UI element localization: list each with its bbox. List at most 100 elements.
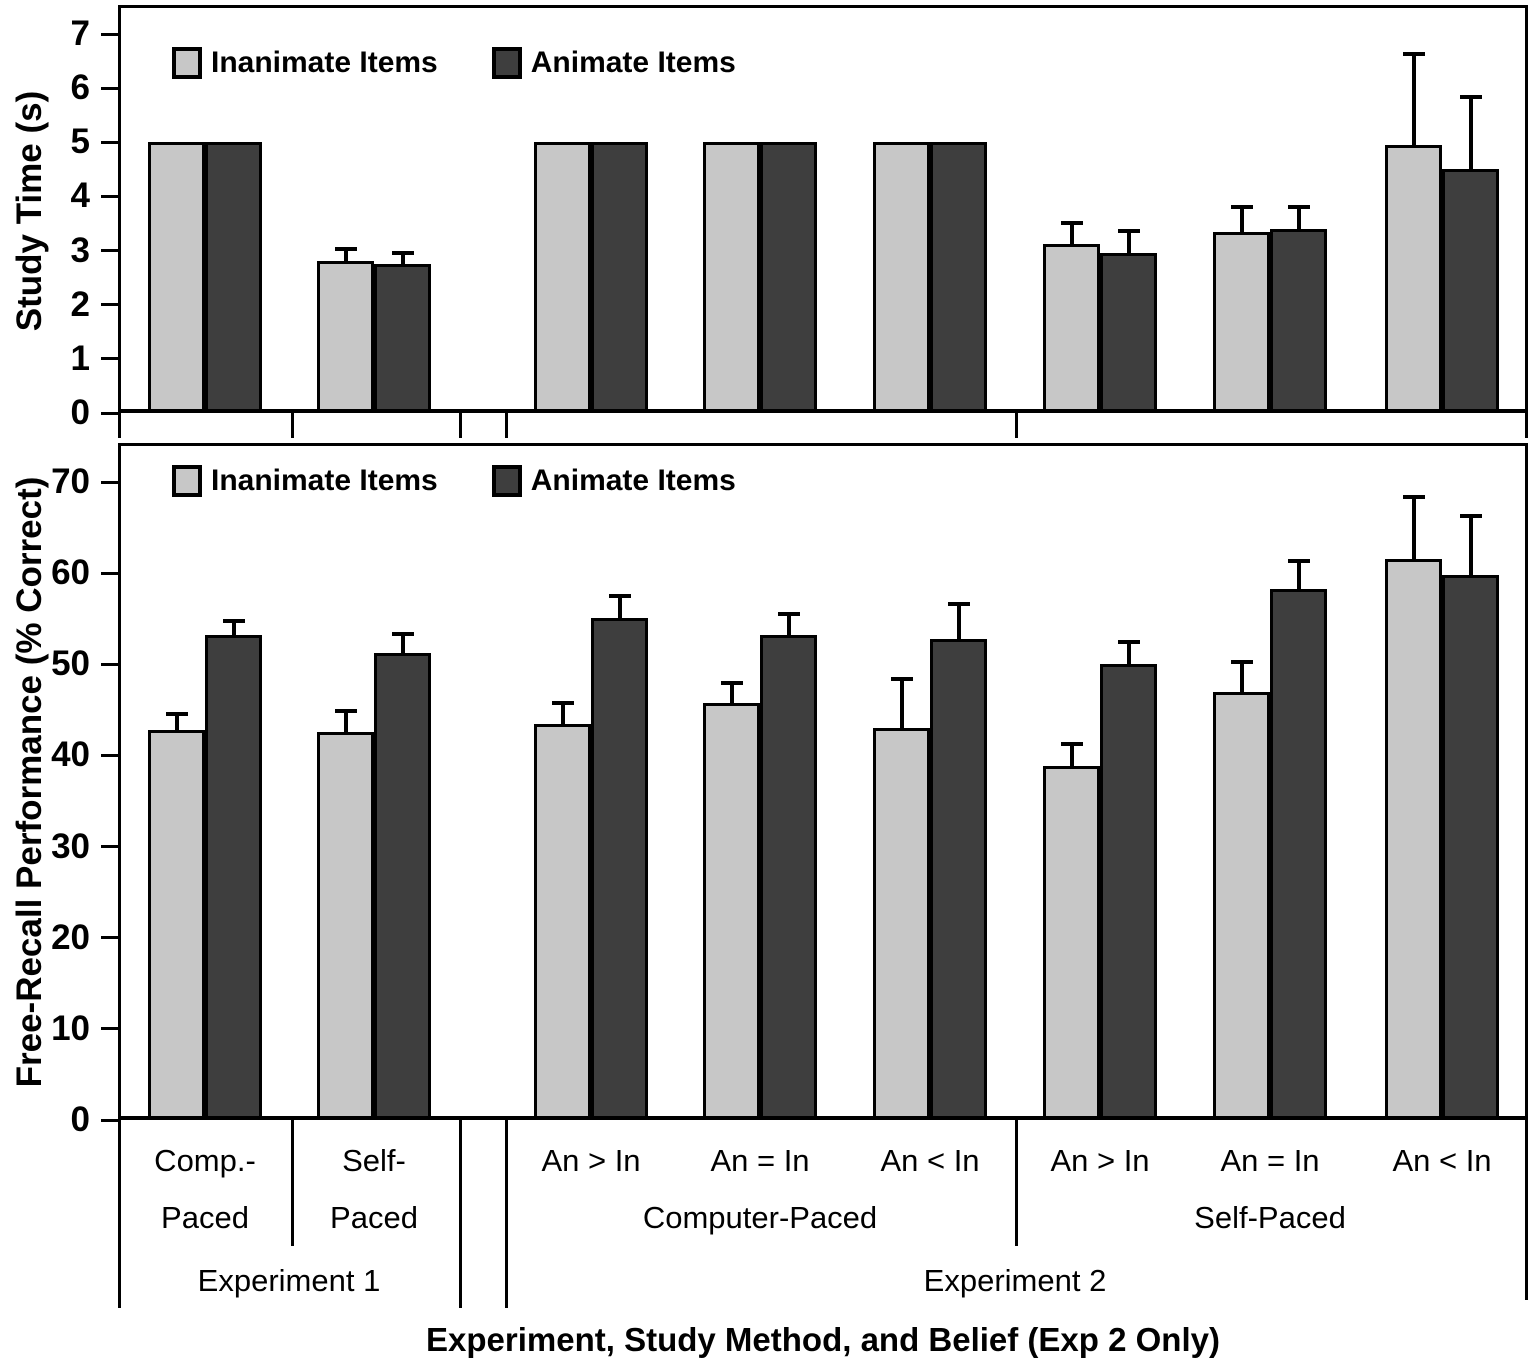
error-bar-free-recall-4-1 [956, 604, 961, 641]
error-bar-cap-study-time-1-1 [391, 250, 414, 255]
bar-inanimate-study-time-5 [1043, 243, 1100, 413]
error-bar-cap-free-recall-6-1 [1287, 559, 1310, 564]
bar-inanimate-free-recall-7 [1385, 559, 1442, 1120]
error-bar-free-recall-1-0 [343, 710, 348, 734]
x-label-experiment-1: Experiment 1 [197, 1263, 381, 1298]
x-label-belief-cp-2: An < In [880, 1143, 980, 1178]
y-tick-label-free-recall-40: 40 [51, 735, 90, 775]
y-tick-study-time-0 [101, 411, 118, 415]
bar-inanimate-study-time-1 [317, 261, 374, 413]
y-tick-free-recall-30 [101, 845, 118, 849]
y-tick-label-study-time-6: 6 [70, 68, 90, 108]
y-tick-label-study-time-2: 2 [70, 284, 90, 324]
error-bar-cap-free-recall-5-1 [1117, 639, 1140, 644]
section-tick [459, 413, 462, 438]
error-bar-study-time-7-0 [1411, 54, 1416, 147]
y-tick-label-study-time-1: 1 [70, 338, 90, 378]
error-bar-free-recall-5-0 [1069, 743, 1074, 769]
error-bar-cap-free-recall-7-0 [1402, 494, 1425, 499]
error-bar-free-recall-7-0 [1411, 496, 1416, 562]
error-bar-cap-free-recall-1-1 [391, 632, 414, 637]
y-tick-free-recall-20 [101, 936, 118, 940]
x-label-belief-sp-1: An = In [1220, 1143, 1320, 1178]
bar-inanimate-study-time-2 [534, 142, 591, 413]
bar-animate-free-recall-1 [374, 653, 431, 1120]
y-tick-free-recall-0 [101, 1118, 118, 1122]
y-tick-study-time-2 [101, 303, 118, 307]
bar-animate-free-recall-7 [1442, 574, 1499, 1120]
error-bar-free-recall-2-1 [617, 595, 622, 620]
y-tick-free-recall-50 [101, 662, 118, 666]
x-label-divider [1015, 1120, 1018, 1246]
x-label-belief-cp-1: An = In [710, 1143, 810, 1178]
bar-inanimate-free-recall-2 [534, 723, 591, 1120]
error-bar-cap-free-recall-3-1 [777, 612, 800, 617]
error-bar-study-time-1-0 [343, 249, 348, 264]
x-label-self-paced-line2: Paced [330, 1200, 418, 1235]
section-tick [505, 413, 508, 438]
bar-animate-free-recall-4 [930, 638, 987, 1120]
y-tick-free-recall-10 [101, 1027, 118, 1031]
x-label-belief-sp-2: An < In [1392, 1143, 1492, 1178]
bar-inanimate-free-recall-6 [1213, 691, 1270, 1120]
error-bar-cap-study-time-6-0 [1230, 205, 1253, 210]
legend-label-animate: Animate Items [530, 46, 736, 79]
error-bar-free-recall-0-1 [231, 621, 236, 638]
legend-label-animate: Animate Items [530, 464, 736, 497]
error-bar-cap-study-time-5-1 [1117, 229, 1140, 234]
bar-animate-study-time-7 [1442, 169, 1499, 413]
error-bar-cap-free-recall-2-1 [608, 593, 631, 598]
y-tick-study-time-1 [101, 357, 118, 361]
error-bar-cap-study-time-1-0 [334, 247, 357, 252]
x-label-method-computer-paced: Computer-Paced [642, 1200, 878, 1235]
bar-inanimate-free-recall-0 [148, 729, 205, 1120]
y-tick-label-free-recall-0: 0 [70, 1100, 90, 1139]
bar-animate-free-recall-5 [1100, 664, 1157, 1120]
legend-bottom-panel: Inanimate Items Animate Items [172, 464, 736, 498]
bar-animate-free-recall-2 [591, 617, 648, 1120]
error-bar-cap-free-recall-7-1 [1459, 513, 1482, 518]
section-tick [291, 413, 294, 438]
section-tick [1525, 413, 1528, 438]
bar-inanimate-free-recall-4 [873, 728, 930, 1120]
error-bar-cap-free-recall-5-0 [1060, 741, 1083, 746]
error-bar-study-time-1-1 [400, 252, 405, 266]
y-tick-study-time-6 [101, 86, 118, 90]
error-bar-cap-study-time-7-1 [1459, 95, 1482, 100]
y-tick-label-study-time-4: 4 [70, 176, 90, 216]
y-tick-study-time-3 [101, 249, 118, 253]
legend-entry-inanimate: Inanimate Items [172, 46, 438, 80]
error-bar-free-recall-2-0 [560, 703, 565, 726]
bar-animate-study-time-1 [374, 263, 431, 413]
y-tick-free-recall-70 [101, 480, 118, 484]
legend-top-panel: Inanimate Items Animate Items [172, 46, 736, 80]
x-label-experiment-2: Experiment 2 [923, 1263, 1107, 1298]
y-tick-label-study-time-0: 0 [70, 393, 90, 432]
error-bar-free-recall-4-0 [899, 678, 904, 731]
x-axis-title: Experiment, Study Method, and Belief (Ex… [426, 1321, 1220, 1358]
y-tick-study-time-7 [101, 32, 118, 36]
bar-inanimate-free-recall-1 [317, 731, 374, 1120]
error-bar-cap-study-time-5-0 [1060, 220, 1083, 225]
error-bar-free-recall-0-0 [174, 714, 179, 732]
error-bar-free-recall-3-1 [786, 614, 791, 638]
error-bar-free-recall-6-1 [1296, 561, 1301, 591]
x-label-self-paced-line1: Self- [342, 1143, 406, 1178]
section-tick [1015, 413, 1018, 438]
bar-animate-study-time-0 [205, 142, 262, 413]
legend-label-inanimate: Inanimate Items [211, 46, 438, 79]
bar-inanimate-study-time-3 [703, 142, 760, 413]
error-bar-cap-free-recall-6-0 [1230, 660, 1253, 665]
x-label-divider [505, 1120, 508, 1308]
animate-swatch-icon [491, 465, 522, 497]
y-tick-label-free-recall-70: 70 [51, 462, 90, 502]
bar-animate-study-time-3 [760, 142, 817, 413]
error-bar-study-time-5-0 [1069, 222, 1074, 246]
y-tick-study-time-4 [101, 194, 118, 198]
y-tick-label-free-recall-60: 60 [51, 553, 90, 593]
error-bar-free-recall-6-0 [1239, 662, 1244, 694]
bar-inanimate-free-recall-3 [703, 703, 760, 1120]
bar-animate-free-recall-6 [1270, 588, 1327, 1120]
bar-animate-study-time-6 [1270, 228, 1327, 413]
